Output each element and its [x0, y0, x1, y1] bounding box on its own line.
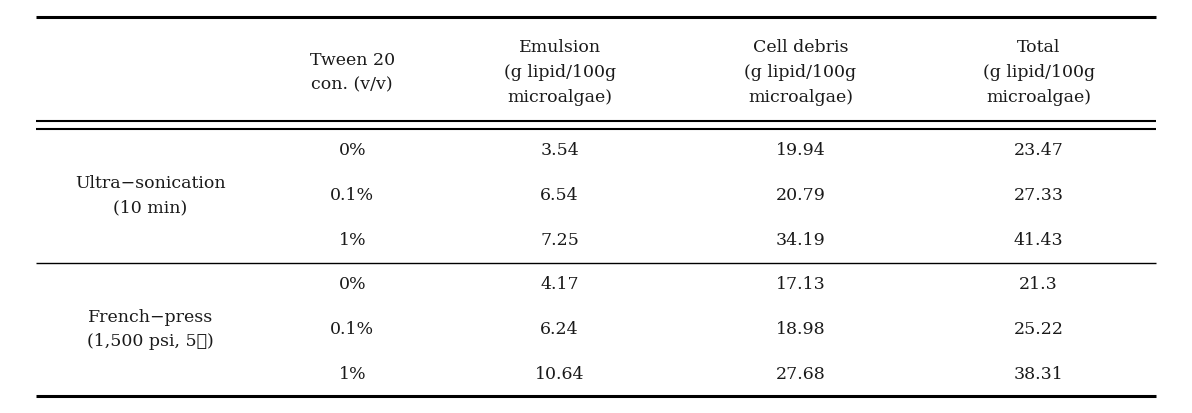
Text: Ultra−sonication
(10 min): Ultra−sonication (10 min) — [75, 175, 226, 216]
Text: Tween 20
con. (v/v): Tween 20 con. (v/v) — [310, 52, 395, 93]
Text: 1%: 1% — [339, 232, 366, 249]
Text: 25.22: 25.22 — [1013, 321, 1063, 338]
Text: 0.1%: 0.1% — [330, 187, 374, 204]
Text: 38.31: 38.31 — [1013, 366, 1063, 383]
Text: 41.43: 41.43 — [1013, 232, 1063, 249]
Text: 27.33: 27.33 — [1013, 187, 1063, 204]
Text: 20.79: 20.79 — [776, 187, 825, 204]
Text: 3.54: 3.54 — [540, 142, 579, 159]
Text: 10.64: 10.64 — [535, 366, 584, 383]
Text: 34.19: 34.19 — [776, 232, 825, 249]
Text: Cell debris
(g lipid/100g
microalgae): Cell debris (g lipid/100g microalgae) — [745, 39, 857, 106]
Text: 7.25: 7.25 — [540, 232, 579, 249]
Text: 0.1%: 0.1% — [330, 321, 374, 338]
Text: 6.54: 6.54 — [540, 187, 579, 204]
Text: Emulsion
(g lipid/100g
microalgae): Emulsion (g lipid/100g microalgae) — [503, 39, 615, 106]
Text: Total
(g lipid/100g
microalgae): Total (g lipid/100g microalgae) — [982, 39, 1094, 106]
Text: French−press
(1,500 psi, 5번): French−press (1,500 psi, 5번) — [87, 309, 215, 350]
Text: 23.47: 23.47 — [1013, 142, 1063, 159]
Text: 6.24: 6.24 — [540, 321, 579, 338]
Text: 4.17: 4.17 — [540, 276, 579, 293]
Text: 18.98: 18.98 — [776, 321, 825, 338]
Text: 19.94: 19.94 — [776, 142, 825, 159]
Text: 17.13: 17.13 — [776, 276, 825, 293]
Text: 21.3: 21.3 — [1019, 276, 1058, 293]
Text: 27.68: 27.68 — [776, 366, 825, 383]
Text: 0%: 0% — [339, 142, 366, 159]
Text: 1%: 1% — [339, 366, 366, 383]
Text: 0%: 0% — [339, 276, 366, 293]
